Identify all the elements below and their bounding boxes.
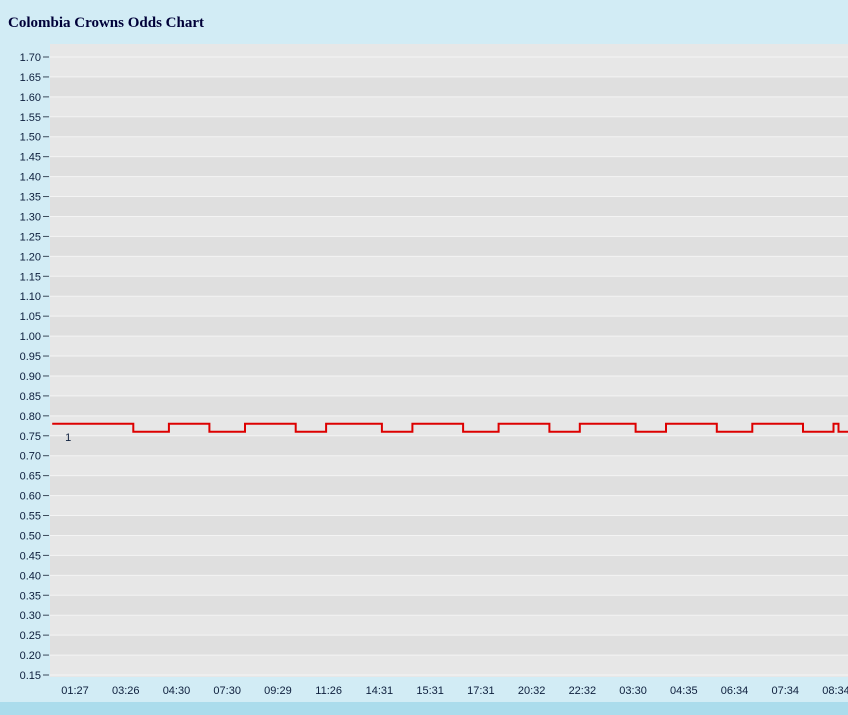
y-axis-label: 0.50: [20, 530, 41, 542]
x-axis-label: 08:34: [822, 685, 848, 697]
y-axis-label: 1.70: [20, 52, 41, 64]
y-axis-label: 0.45: [20, 550, 41, 562]
odds-step-line: [52, 422, 848, 433]
y-axis-label: 0.20: [20, 650, 41, 662]
plot-band: [50, 236, 848, 257]
y-axis-label: 0.30: [20, 610, 41, 622]
x-axis-label: 09:29: [264, 685, 292, 697]
y-axis-label: 0.90: [20, 371, 41, 383]
chart-title: Colombia Crowns Odds Chart: [8, 15, 205, 31]
y-axis-label: 0.70: [20, 451, 41, 463]
y-axis-label: 0.40: [20, 570, 41, 582]
plot-band: [50, 76, 848, 97]
x-axis-label: 07:30: [213, 685, 241, 697]
y-axis-label: 1.40: [20, 172, 41, 184]
plot-band: [50, 435, 848, 456]
y-axis-label: 0.75: [20, 431, 41, 443]
plot-band: [50, 475, 848, 496]
x-axis-label: 07:34: [772, 685, 800, 697]
plot-band: [50, 595, 848, 616]
plot-band: [50, 116, 848, 137]
x-axis-label: 04:35: [670, 685, 698, 697]
y-axis-label: 0.80: [20, 411, 41, 423]
y-axis-label: 1.15: [20, 271, 41, 283]
y-axis-label: 0.65: [20, 471, 41, 483]
y-axis-label: 0.15: [20, 670, 41, 682]
y-axis-label: 0.55: [20, 511, 41, 523]
y-axis-label: 1.30: [20, 211, 41, 223]
x-axis-label: 04:30: [163, 685, 191, 697]
plot-band: [50, 395, 848, 416]
x-axis-label: 15:31: [416, 685, 444, 697]
x-axis-label: 03:30: [619, 685, 647, 697]
y-axis-label: 0.60: [20, 491, 41, 503]
y-axis-label: 0.25: [20, 630, 41, 642]
x-axis-label: 01:27: [61, 685, 89, 697]
y-axis-label: 1.65: [20, 72, 41, 84]
plot-band: [50, 156, 848, 177]
x-axis-label: 03:26: [112, 685, 140, 697]
y-axis-label: 1.00: [20, 331, 41, 343]
y-axis-label: 1.20: [20, 251, 41, 263]
x-axis-label: 20:32: [518, 685, 546, 697]
bottom-bar: [0, 702, 848, 715]
plot-band: [50, 356, 848, 376]
y-axis-label: 1.10: [20, 291, 41, 303]
plot-band: [50, 316, 848, 337]
y-axis-label: 1.35: [20, 192, 41, 204]
series-label: 1: [65, 432, 71, 444]
x-axis-label: 17:31: [467, 685, 495, 697]
x-axis-label: 22:32: [569, 685, 597, 697]
y-axis-label: 1.25: [20, 231, 41, 243]
plot-band: [50, 276, 848, 297]
y-axis-label: 1.50: [20, 132, 41, 144]
x-axis-label: 14:31: [366, 685, 394, 697]
y-axis-label: 1.60: [20, 92, 41, 104]
y-axis-label: 1.05: [20, 311, 41, 323]
plot-band: [50, 555, 848, 576]
y-axis-label: 1.55: [20, 112, 41, 124]
y-axis-label: 0.85: [20, 391, 41, 403]
plot-band: [50, 635, 848, 656]
plot-band: [50, 515, 848, 536]
y-axis-label: 1.45: [20, 152, 41, 164]
plot-band: [50, 196, 848, 217]
x-axis-label: 11:26: [315, 685, 342, 697]
x-axis-label: 06:34: [721, 685, 749, 697]
y-axis-label: 0.35: [20, 590, 41, 602]
y-axis-label: 0.95: [20, 351, 41, 363]
